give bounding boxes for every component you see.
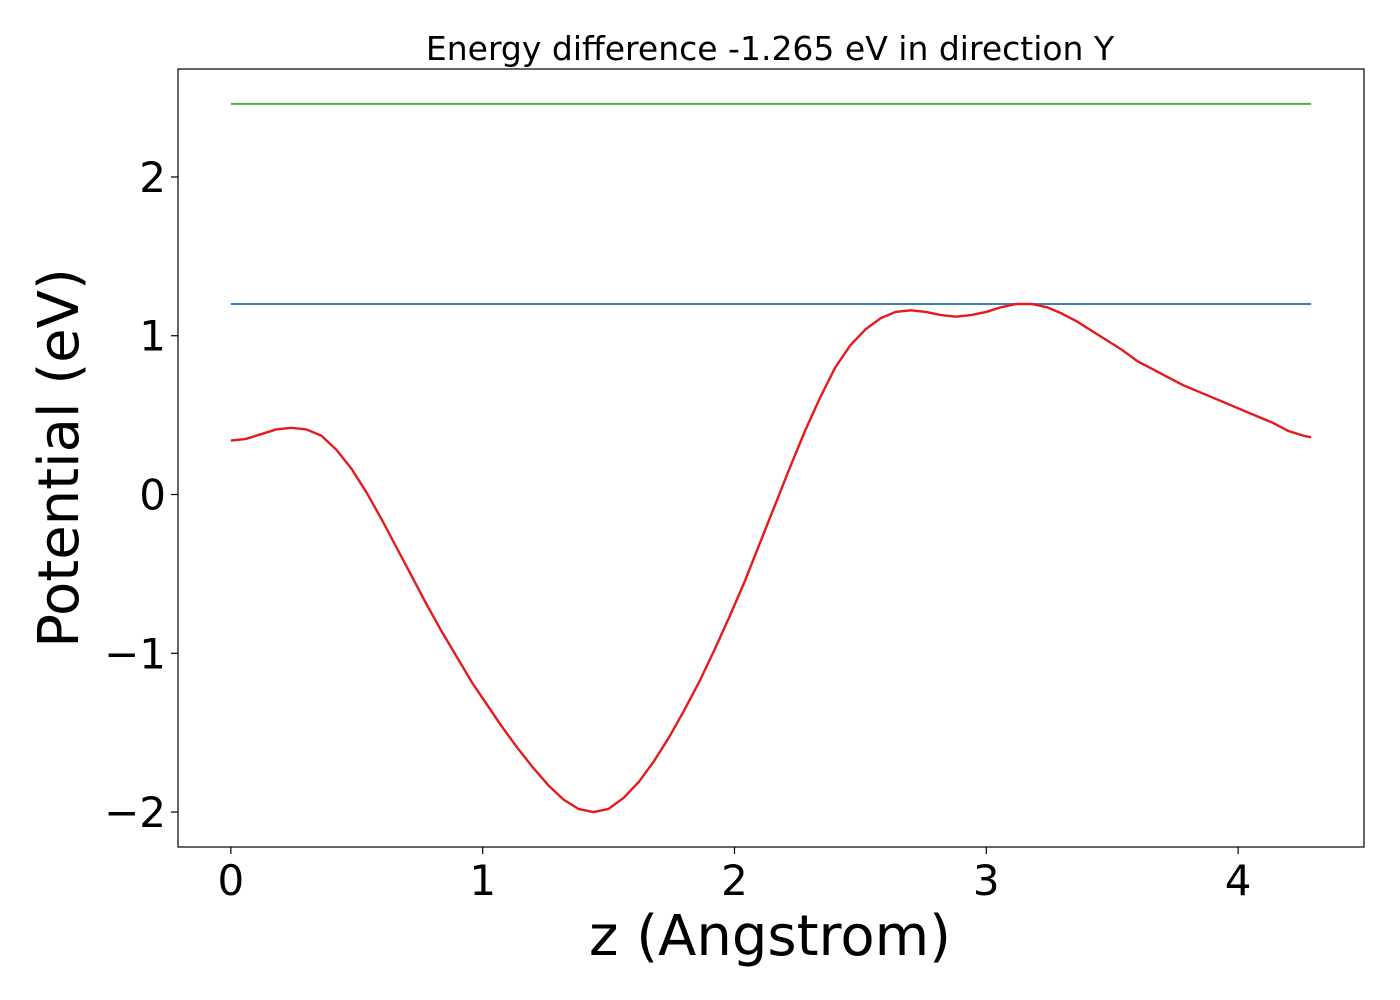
y-tick-label: 2: [139, 153, 166, 202]
x-tick-label: 4: [1225, 856, 1252, 905]
x-tick-label: 0: [218, 856, 245, 905]
y-tick-label: 0: [139, 471, 166, 520]
x-tick-label: 1: [469, 856, 496, 905]
y-tick-label: 1: [139, 312, 166, 361]
y-axis-label: Potential (eV): [27, 268, 92, 648]
x-axis-label: z (Angstrom): [589, 904, 951, 969]
x-axis: 0 1 2 3 4: [218, 847, 1252, 905]
y-tick-label: −1: [104, 629, 166, 678]
x-tick-label: 2: [721, 856, 748, 905]
y-tick-label: −2: [104, 788, 166, 837]
plot-area: [230, 102, 1312, 814]
y-axis: −2 −1 0 1 2: [104, 153, 178, 837]
series-line-2: [230, 302, 1312, 814]
chart-title: Energy difference -1.265 eV in direction…: [426, 29, 1115, 68]
x-tick-label: 3: [973, 856, 1000, 905]
plot-frame: [177, 68, 1365, 848]
